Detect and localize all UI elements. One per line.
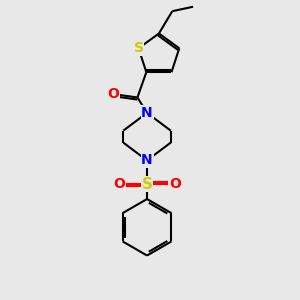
Text: S: S bbox=[142, 177, 152, 192]
Text: S: S bbox=[134, 41, 144, 55]
Text: O: O bbox=[169, 177, 181, 191]
Text: N: N bbox=[141, 153, 153, 167]
Text: O: O bbox=[113, 177, 125, 191]
Text: N: N bbox=[141, 106, 153, 120]
Text: O: O bbox=[107, 88, 119, 101]
